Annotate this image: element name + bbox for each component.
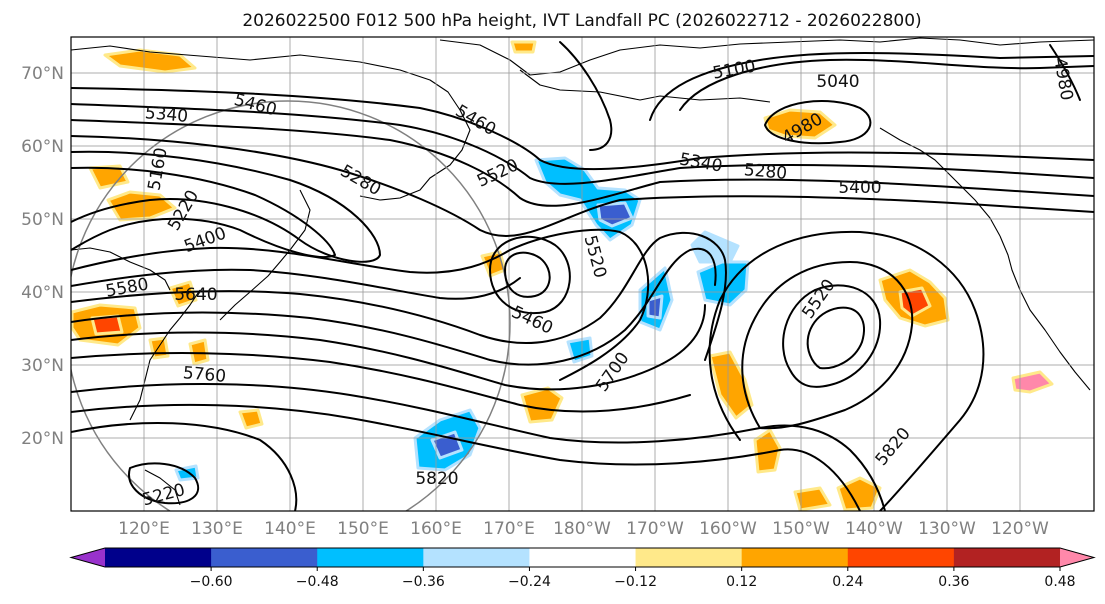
figure-title: 2026022500 F012 500 hPa height, IVT Land… xyxy=(242,11,921,31)
colorbar-tick-label: 0.48 xyxy=(1044,574,1075,590)
colorbar-tick-label: 0.12 xyxy=(726,574,757,590)
colorbar-tick-label: −0.60 xyxy=(190,574,233,590)
contour-label: 5280 xyxy=(743,160,788,184)
longitude-label: 130°E xyxy=(191,519,243,539)
latitude-labels: 70°N 60°N 50°N 40°N 30°N 20°N xyxy=(21,64,64,449)
ivt-positive-region xyxy=(168,280,198,308)
ivt-negative-region xyxy=(596,201,634,228)
longitude-label: 160°E xyxy=(410,519,462,539)
colorbar-outline xyxy=(69,547,1096,568)
contour-label: 5760 xyxy=(182,363,227,387)
ivt-positive-region xyxy=(763,108,837,140)
longitude-label: 140°W xyxy=(845,519,903,539)
longitude-label: 150°E xyxy=(337,519,389,539)
longitude-label: 140°E xyxy=(264,519,316,539)
colorbar-tick-label: −0.36 xyxy=(402,574,445,590)
landfall-region-circle xyxy=(71,100,511,511)
longitude-label: 130°W xyxy=(918,519,976,539)
longitude-label: 120°E xyxy=(118,519,170,539)
latitude-label: 60°N xyxy=(21,137,64,157)
contour-label: 5040 xyxy=(816,72,859,92)
ivt-negative-region xyxy=(566,336,594,364)
colorbar: −0.60 −0.48 −0.36 −0.24 −0.12 0.12 0.24 0.36 0.4… xyxy=(69,547,1096,590)
ivt-positive-region xyxy=(708,350,754,420)
longitude-label: 120°W xyxy=(991,519,1049,539)
ivt-positive-region xyxy=(753,428,782,474)
colorbar-segment xyxy=(105,548,212,567)
longitude-label: 150°W xyxy=(772,519,830,539)
longitude-label: 180°W xyxy=(553,519,611,539)
colorbar-tick-label: −0.48 xyxy=(296,574,339,590)
ivt-positive-region xyxy=(793,486,832,511)
colorbar-segment xyxy=(317,548,424,567)
latitude-label: 20°N xyxy=(21,429,64,449)
longitude-label: 170°W xyxy=(626,519,684,539)
graticule xyxy=(71,37,1094,511)
contour-label: 5820 xyxy=(415,469,458,489)
colorbar-segment xyxy=(529,548,637,567)
longitude-labels: 120°E 130°E 140°E 150°E 160°E 170°E 180°… xyxy=(118,519,1049,539)
longitude-label: 170°E xyxy=(483,519,535,539)
contour-label: 5400 xyxy=(838,178,881,198)
height-contours xyxy=(71,41,1094,511)
colorbar-segment xyxy=(423,548,530,567)
contour-label: 5640 xyxy=(174,285,217,305)
map-panel: 5100 5040 4980 5460 5340 5460 5520 5280 … xyxy=(71,37,1094,511)
ivt-positive-region xyxy=(510,40,537,54)
colorbar-tick-label: −0.12 xyxy=(614,574,657,590)
colorbar-segment xyxy=(741,548,849,567)
colorbar-segment xyxy=(847,548,955,567)
ivt-negative-region xyxy=(690,230,740,264)
map-border xyxy=(70,36,1095,512)
colorbar-tick-label: 0.24 xyxy=(832,574,863,590)
contour-label: 5340 xyxy=(144,103,189,127)
ivt-positive-region xyxy=(1011,370,1054,394)
colorbar-extend-low xyxy=(71,548,105,567)
ivt-positive-region xyxy=(188,338,210,366)
latitude-label: 30°N xyxy=(21,356,64,376)
colorbar-tick-label: −0.24 xyxy=(508,574,551,590)
longitude-label: 160°W xyxy=(699,519,757,539)
colorbar-extend-high xyxy=(1060,548,1094,567)
latitude-label: 50°N xyxy=(21,210,64,230)
colorbar-segment xyxy=(953,548,1061,567)
ivt-shading xyxy=(71,40,1054,511)
ivt-positive-region xyxy=(238,408,264,430)
colorbar-segment xyxy=(211,548,318,567)
ivt-positive-region xyxy=(88,164,130,190)
colorbar-tick-label: 0.36 xyxy=(938,574,969,590)
ivt-positive-region xyxy=(836,476,882,511)
latitude-label: 40°N xyxy=(21,283,64,303)
latitude-label: 70°N xyxy=(21,64,64,84)
colorbar-segment xyxy=(635,548,743,567)
